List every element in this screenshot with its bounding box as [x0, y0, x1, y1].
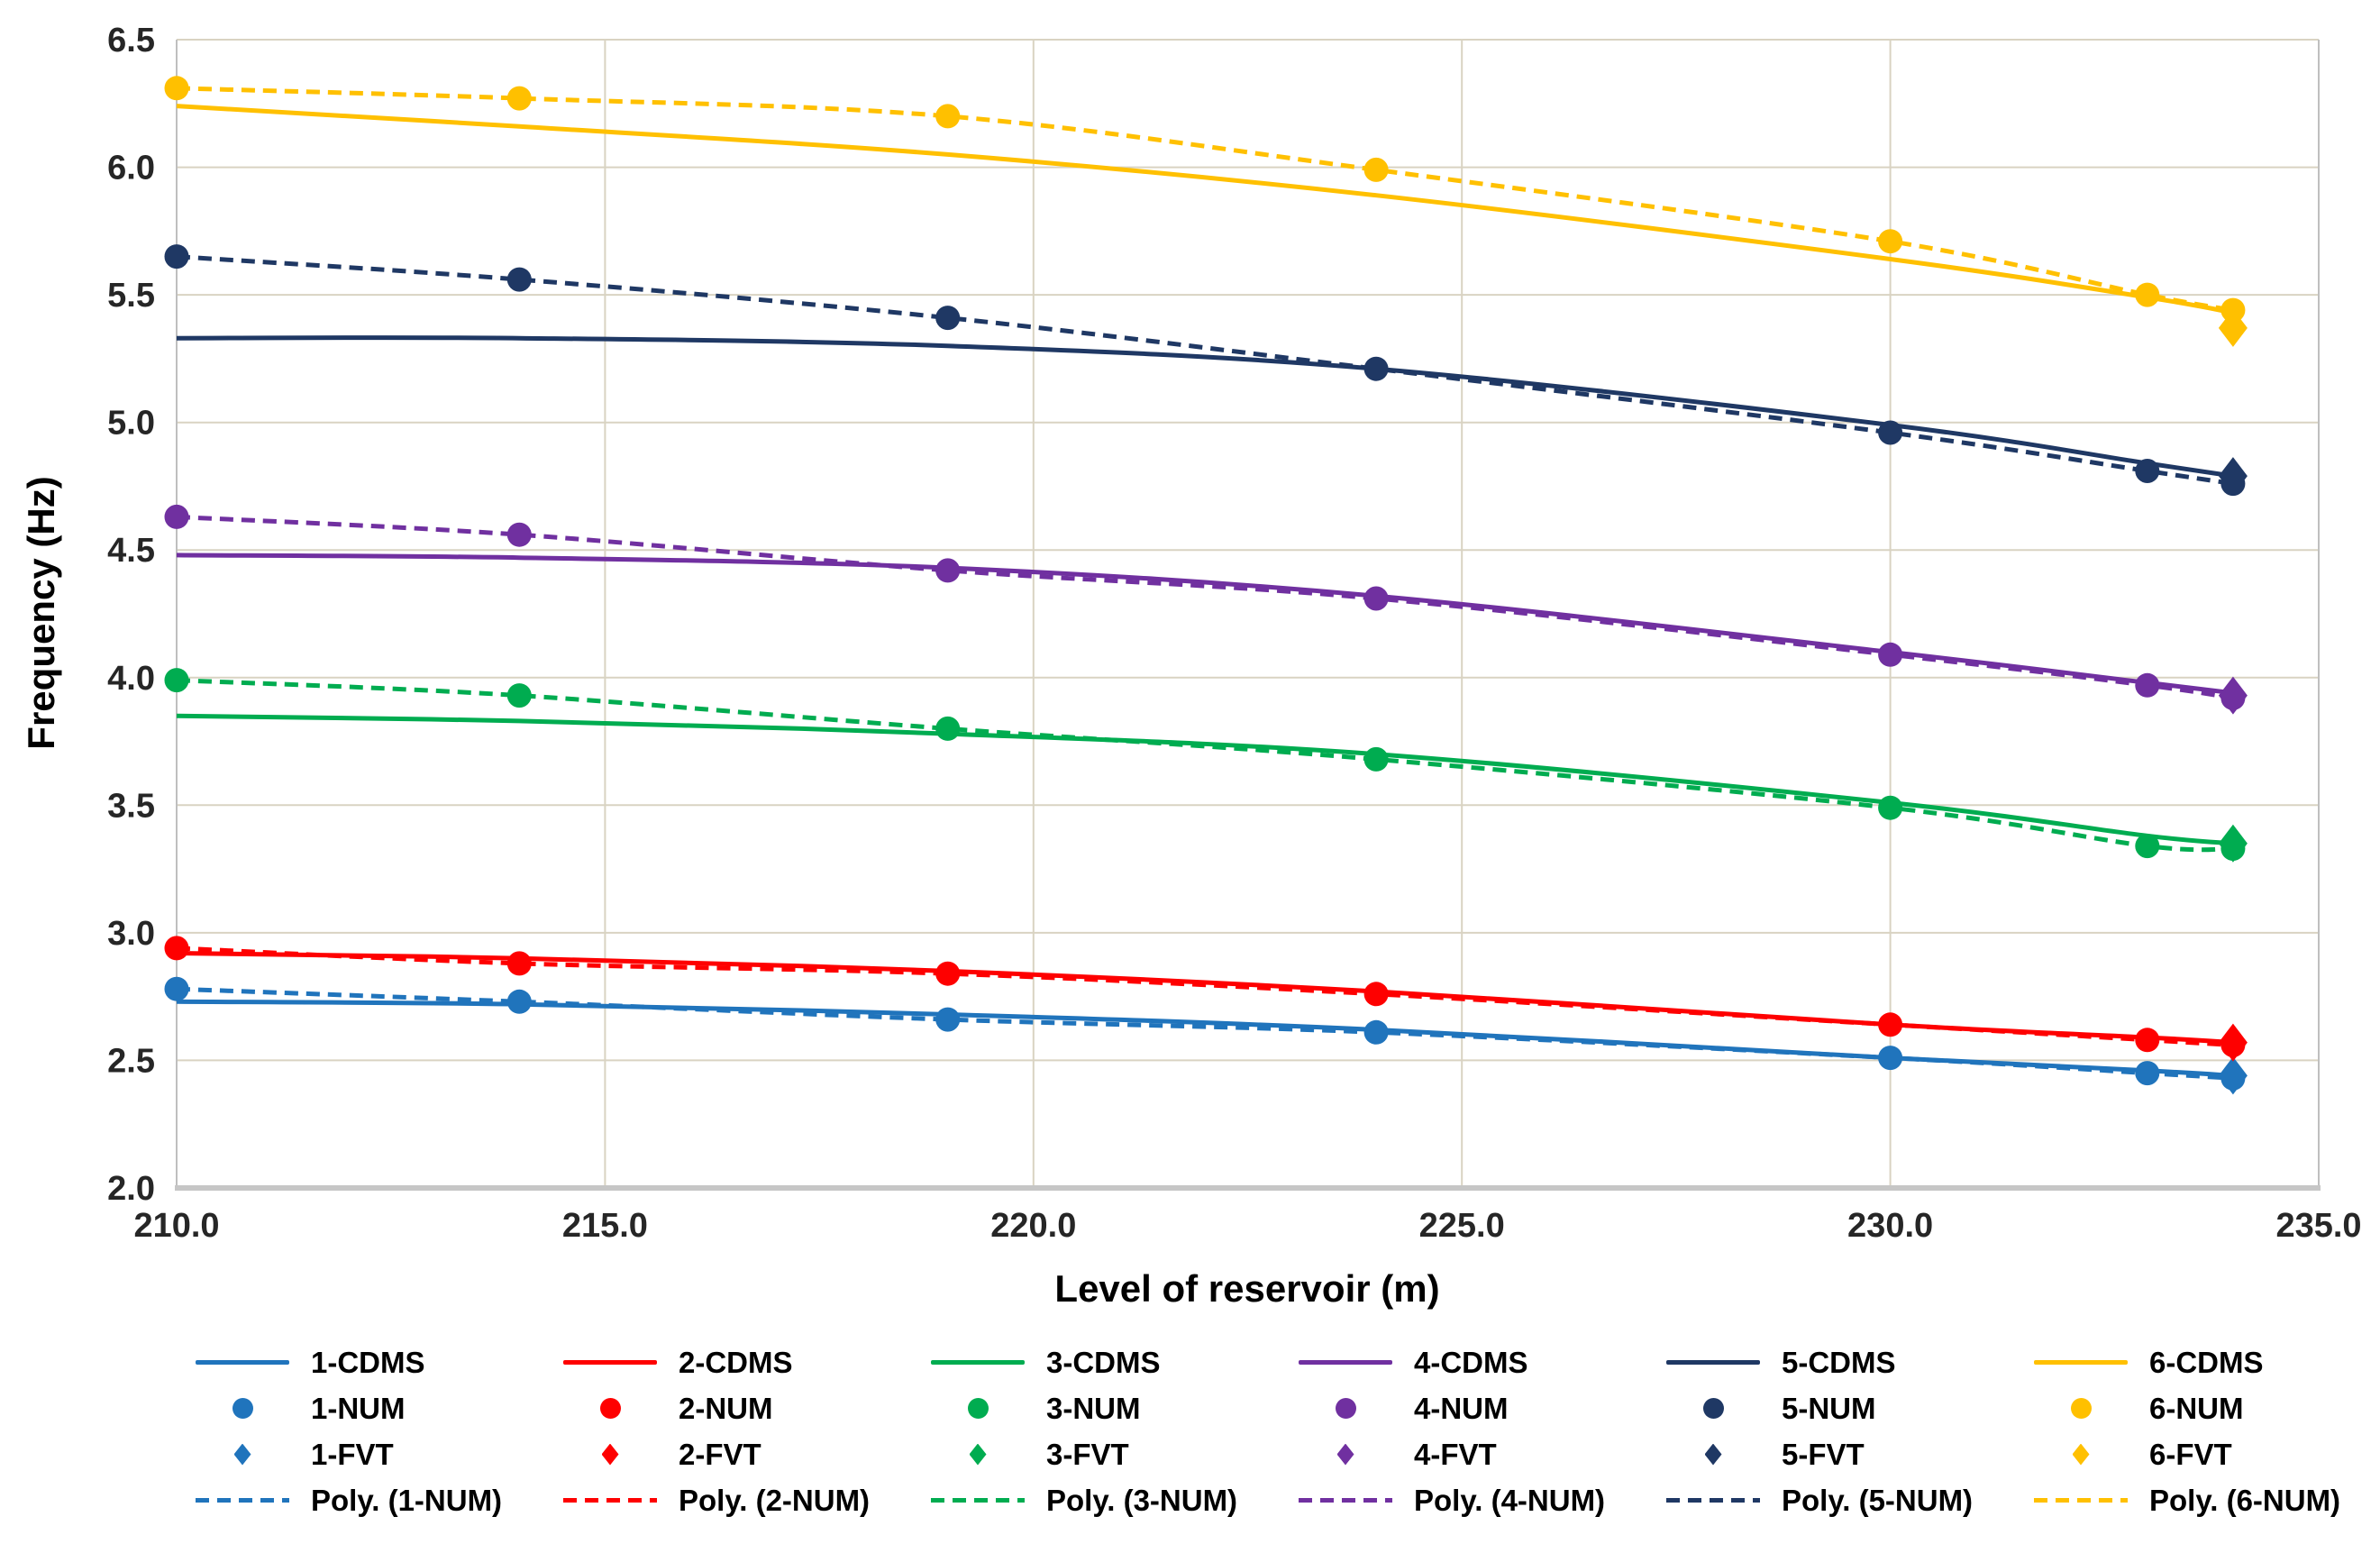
legend-label: 5-NUM: [1782, 1391, 1876, 1425]
svg-text:6.5: 6.5: [107, 22, 155, 59]
legend-item-cdms: 4-CDMS: [1295, 1339, 1663, 1385]
circle-marker-swatch-icon: [599, 1398, 621, 1419]
legend-label: 1-FVT: [311, 1437, 394, 1471]
svg-text:2.0: 2.0: [107, 1170, 155, 1208]
circle-marker-swatch-icon: [232, 1398, 253, 1419]
svg-text:2.5: 2.5: [107, 1042, 155, 1080]
svg-text:215.0: 215.0: [562, 1207, 648, 1245]
legend-item-num: 1-NUM: [192, 1385, 560, 1431]
legend-item-poly: Poly. (4-NUM): [1295, 1477, 1663, 1523]
dashed-line-swatch-icon: [1666, 1498, 1760, 1503]
legend-label: Poly. (3-NUM): [1046, 1483, 1238, 1517]
diamond-marker-swatch-icon: [969, 1443, 987, 1466]
circle-marker-swatch-icon: [1335, 1398, 1356, 1419]
legend-label: 3-FVT: [1046, 1437, 1129, 1471]
circle-marker-swatch-icon: [967, 1398, 989, 1419]
legend-label: 5-CDMS: [1782, 1345, 1896, 1379]
svg-text:225.0: 225.0: [1419, 1207, 1505, 1245]
legend-item-fvt: 6-FVT: [2030, 1431, 2380, 1477]
legend-item-num: 4-NUM: [1295, 1385, 1663, 1431]
dashed-line-swatch-icon: [196, 1498, 289, 1503]
circle-marker-swatch-icon: [1702, 1398, 1724, 1419]
legend-label: 5-FVT: [1782, 1437, 1865, 1471]
svg-text:5.0: 5.0: [107, 405, 155, 443]
legend-col-1: 1-CDMS 1-NUM 1-FVT Poly. (1-NUM): [192, 1339, 560, 1523]
y-axis-label: Frequency (Hz): [20, 476, 62, 750]
svg-text:230.0: 230.0: [1847, 1207, 1933, 1245]
dashed-line-swatch-icon: [2034, 1498, 2128, 1503]
legend-item-poly: Poly. (6-NUM): [2030, 1477, 2380, 1523]
solid-line-swatch-icon: [931, 1360, 1025, 1365]
svg-text:4.0: 4.0: [107, 660, 155, 698]
diamond-marker-swatch-icon: [2072, 1443, 2090, 1466]
legend-label: 2-CDMS: [679, 1345, 793, 1379]
legend-col-4: 4-CDMS 4-NUM 4-FVT Poly. (4-NUM): [1295, 1339, 1663, 1523]
legend-item-num: 5-NUM: [1663, 1385, 2030, 1431]
legend-item-fvt: 1-FVT: [192, 1431, 560, 1477]
legend-col-5: 5-CDMS 5-NUM 5-FVT Poly. (5-NUM): [1663, 1339, 2030, 1523]
svg-text:4.5: 4.5: [107, 532, 155, 570]
legend-item-num: 2-NUM: [560, 1385, 927, 1431]
legend-item-poly: Poly. (2-NUM): [560, 1477, 927, 1523]
dashed-line-swatch-icon: [563, 1498, 657, 1503]
legend-label: 4-FVT: [1414, 1437, 1497, 1471]
solid-line-swatch-icon: [1299, 1360, 1392, 1365]
legend-item-num: 6-NUM: [2030, 1385, 2380, 1431]
legend-label: 6-NUM: [2149, 1391, 2244, 1425]
legend-item-fvt: 2-FVT: [560, 1431, 927, 1477]
x-axis-label: Level of reservoir (m): [1054, 1267, 1440, 1310]
legend-item-fvt: 4-FVT: [1295, 1431, 1663, 1477]
diamond-marker-swatch-icon: [233, 1443, 251, 1466]
legend-item-cdms: 3-CDMS: [927, 1339, 1295, 1385]
svg-text:220.0: 220.0: [990, 1207, 1076, 1245]
legend-item-poly: Poly. (5-NUM): [1663, 1477, 2030, 1523]
legend: 1-CDMS 1-NUM 1-FVT Poly. (1-NUM) 2-CDMS: [192, 1339, 2380, 1523]
legend-label: Poly. (4-NUM): [1414, 1483, 1606, 1517]
solid-line-swatch-icon: [2034, 1360, 2128, 1365]
legend-item-cdms: 5-CDMS: [1663, 1339, 2030, 1385]
legend-label: Poly. (5-NUM): [1782, 1483, 1974, 1517]
circle-marker-swatch-icon: [2070, 1398, 2092, 1419]
legend-label: 3-NUM: [1046, 1391, 1141, 1425]
legend-label: 4-NUM: [1414, 1391, 1509, 1425]
legend-item-poly: Poly. (1-NUM): [192, 1477, 560, 1523]
legend-item-fvt: 5-FVT: [1663, 1431, 2030, 1477]
legend-item-fvt: 3-FVT: [927, 1431, 1295, 1477]
svg-text:3.0: 3.0: [107, 915, 155, 953]
legend-col-6: 6-CDMS 6-NUM 6-FVT Poly. (6-NUM): [2030, 1339, 2380, 1523]
legend-item-num: 3-NUM: [927, 1385, 1295, 1431]
diamond-marker-swatch-icon: [1336, 1443, 1354, 1466]
svg-text:3.5: 3.5: [107, 787, 155, 825]
diamond-marker-swatch-icon: [1704, 1443, 1722, 1466]
legend-label: 2-NUM: [679, 1391, 773, 1425]
legend-label: 4-CDMS: [1414, 1345, 1528, 1379]
legend-label: 6-FVT: [2149, 1437, 2232, 1471]
legend-item-poly: Poly. (3-NUM): [927, 1477, 1295, 1523]
solid-line-swatch-icon: [1666, 1360, 1760, 1365]
dashed-line-swatch-icon: [1299, 1498, 1392, 1503]
legend-item-cdms: 1-CDMS: [192, 1339, 560, 1385]
svg-text:210.0: 210.0: [133, 1207, 219, 1245]
legend-label: Poly. (6-NUM): [2149, 1483, 2341, 1517]
legend-label: 1-CDMS: [311, 1345, 425, 1379]
solid-line-swatch-icon: [563, 1360, 657, 1365]
solid-line-swatch-icon: [196, 1360, 289, 1365]
legend-item-cdms: 2-CDMS: [560, 1339, 927, 1385]
legend-col-2: 2-CDMS 2-NUM 2-FVT Poly. (2-NUM): [560, 1339, 927, 1523]
legend-label: 6-CDMS: [2149, 1345, 2264, 1379]
svg-text:5.5: 5.5: [107, 277, 155, 315]
legend-label: 1-NUM: [311, 1391, 406, 1425]
legend-item-cdms: 6-CDMS: [2030, 1339, 2380, 1385]
legend-label: 2-FVT: [679, 1437, 761, 1471]
legend-col-3: 3-CDMS 3-NUM 3-FVT Poly. (3-NUM): [927, 1339, 1295, 1523]
legend-label: 3-CDMS: [1046, 1345, 1161, 1379]
svg-text:235.0: 235.0: [2275, 1207, 2361, 1245]
dashed-line-swatch-icon: [931, 1498, 1025, 1503]
diamond-marker-swatch-icon: [601, 1443, 619, 1466]
legend-label: Poly. (1-NUM): [311, 1483, 503, 1517]
svg-text:6.0: 6.0: [107, 150, 155, 187]
legend-label: Poly. (2-NUM): [679, 1483, 871, 1517]
